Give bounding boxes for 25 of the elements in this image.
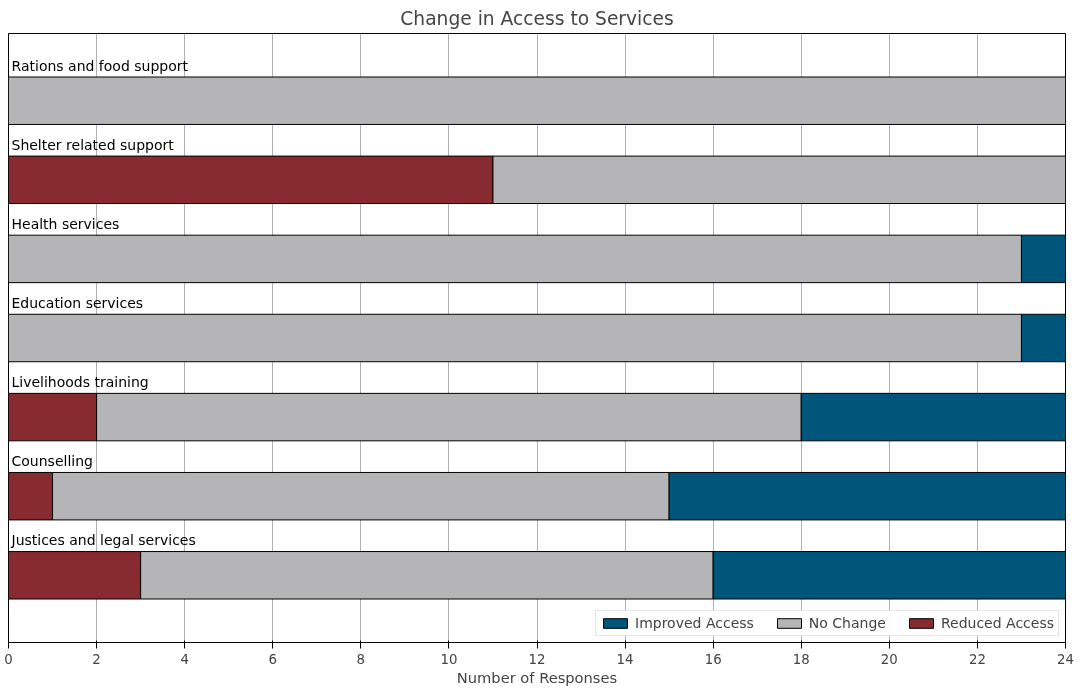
x-tick-label: 14: [616, 651, 634, 667]
x-tick-label: 0: [4, 651, 13, 667]
x-tick-label: 16: [704, 651, 722, 667]
x-tick-label: 24: [1057, 651, 1074, 667]
x-tick-label: 22: [968, 651, 986, 667]
chart-title: Change in Access to Services: [400, 7, 674, 29]
x-tick-label: 10: [440, 651, 458, 667]
x-tick-label: 8: [356, 651, 366, 667]
y-tick-label: Counselling: [11, 453, 93, 470]
x-tick-label: 12: [528, 651, 546, 667]
legend-label: Reduced Access: [940, 615, 1054, 631]
y-tick-label: Health services: [11, 216, 120, 233]
y-tick-label: Education services: [11, 295, 144, 312]
legend-label: No Change: [808, 615, 886, 631]
legend-label: Improved Access: [635, 615, 754, 631]
y-tick-label: Rations and food support: [11, 57, 189, 74]
y-tick-label: Justices and legal services: [10, 532, 196, 549]
y-tick-label: Livelihoods training: [11, 374, 149, 391]
x-tick-label: 18: [792, 651, 810, 667]
x-axis-title: Number of Responses: [456, 668, 618, 686]
y-tick-label: Shelter related support: [11, 136, 175, 153]
x-tick-label: 4: [180, 651, 189, 667]
x-tick-label: 6: [268, 651, 277, 667]
x-tick-label: 20: [880, 651, 898, 667]
x-tick-label: 2: [92, 651, 101, 667]
